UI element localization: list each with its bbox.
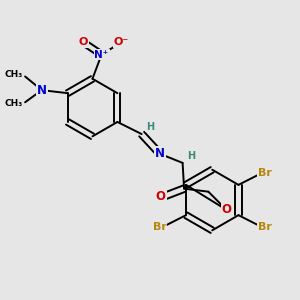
Text: O: O <box>156 190 166 203</box>
Text: O: O <box>221 203 232 216</box>
Text: CH₃: CH₃ <box>4 99 23 108</box>
Text: Br: Br <box>153 222 166 232</box>
Text: N: N <box>155 147 165 160</box>
Text: CH₃: CH₃ <box>4 70 23 80</box>
Text: N⁺: N⁺ <box>94 50 109 59</box>
Text: N: N <box>37 84 47 97</box>
Text: H: H <box>146 122 154 131</box>
Text: O: O <box>79 38 88 47</box>
Text: Br: Br <box>258 168 272 178</box>
Text: Br: Br <box>258 222 272 232</box>
Text: O⁻: O⁻ <box>114 38 129 47</box>
Text: H: H <box>188 151 196 161</box>
